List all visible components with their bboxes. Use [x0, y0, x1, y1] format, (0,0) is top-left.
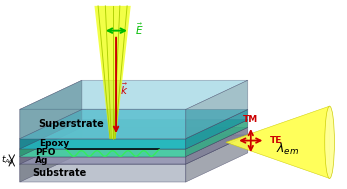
Text: Superstrate: Superstrate: [39, 119, 104, 129]
Ellipse shape: [325, 106, 335, 178]
Text: Ag: Ag: [35, 156, 49, 165]
Text: Substrate: Substrate: [32, 168, 86, 178]
Polygon shape: [20, 109, 186, 139]
Polygon shape: [20, 120, 82, 157]
Polygon shape: [226, 106, 330, 178]
Polygon shape: [186, 135, 248, 182]
Polygon shape: [20, 164, 186, 182]
Text: $\vec{E}$: $\vec{E}$: [135, 22, 144, 37]
Polygon shape: [20, 127, 82, 164]
Polygon shape: [20, 135, 248, 164]
Polygon shape: [20, 149, 186, 157]
Polygon shape: [20, 157, 186, 164]
Polygon shape: [20, 109, 82, 149]
Polygon shape: [20, 135, 82, 182]
Polygon shape: [186, 120, 248, 157]
Polygon shape: [186, 80, 248, 139]
Text: $\vec{k}$: $\vec{k}$: [119, 81, 128, 97]
Polygon shape: [20, 127, 248, 157]
Polygon shape: [20, 109, 248, 139]
Text: Epoxy: Epoxy: [39, 139, 69, 148]
Polygon shape: [20, 80, 248, 109]
Text: PFO: PFO: [35, 148, 56, 157]
Polygon shape: [94, 6, 131, 139]
Polygon shape: [20, 80, 82, 139]
Polygon shape: [20, 139, 186, 149]
Text: $\lambda_{em}$: $\lambda_{em}$: [277, 140, 300, 156]
Text: TE: TE: [269, 136, 282, 145]
Text: TM: TM: [243, 115, 259, 124]
Polygon shape: [186, 109, 248, 149]
Polygon shape: [20, 120, 248, 149]
Text: $t_{Ag}$: $t_{Ag}$: [1, 154, 14, 167]
Polygon shape: [186, 127, 248, 164]
